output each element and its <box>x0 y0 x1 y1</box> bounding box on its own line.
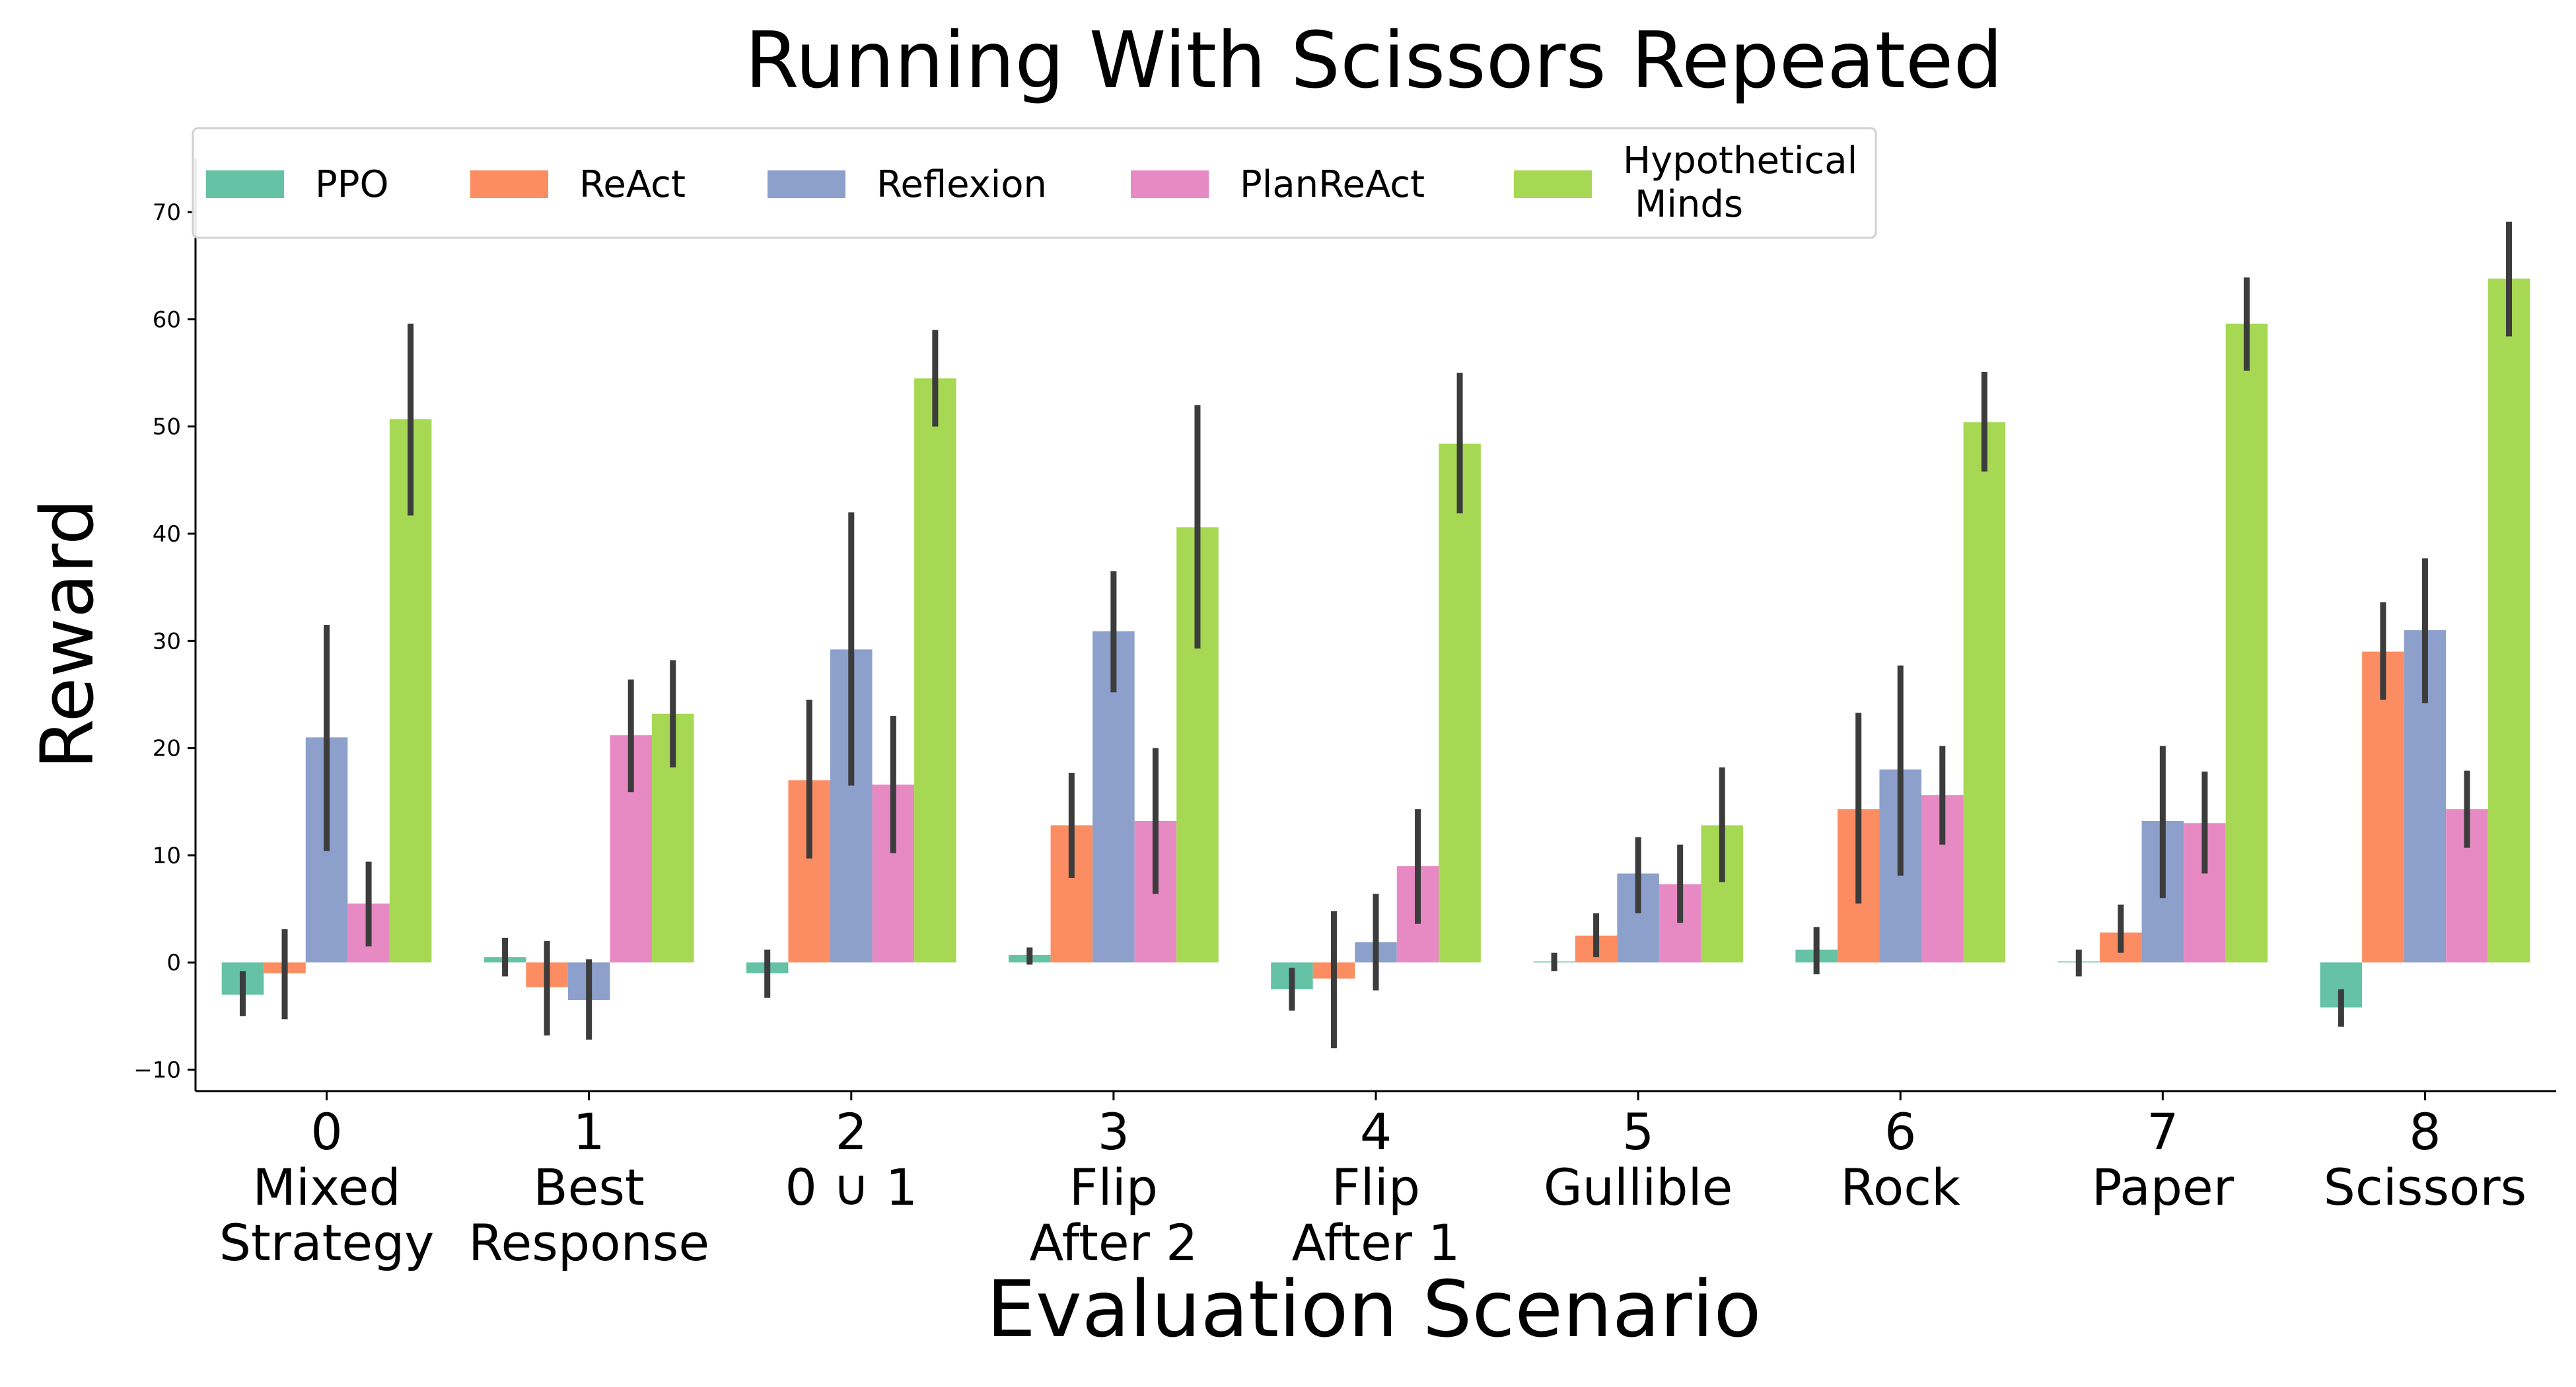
errorbars-layer <box>239 221 2513 1049</box>
x-tick-label: Gullible <box>1544 1158 1733 1217</box>
x-tick-label: 1 <box>573 1102 604 1161</box>
legend-label: ReAct <box>579 163 686 206</box>
x-axis-title: Evaluation Scenario <box>986 1263 1761 1355</box>
legend-swatch-hypothetical-minds <box>1514 170 1592 198</box>
y-tick-label: 70 <box>153 199 181 226</box>
y-tick-label: 20 <box>153 736 181 762</box>
bar-hypothetical-minds-2 <box>914 378 956 963</box>
legend: PPO ReAct Reflexion PlanReAct HypotheticalMi… <box>192 127 1877 239</box>
x-tick-label: 3 <box>1098 1102 1129 1161</box>
x-tick-label: 5 <box>1622 1102 1654 1161</box>
legend-label: Reflexion <box>877 163 1047 206</box>
y-tick-label: 10 <box>153 843 181 869</box>
x-tick-label: Paper <box>2092 1158 2235 1217</box>
x-tick-label: Best <box>534 1158 645 1217</box>
y-tick-label: 40 <box>153 521 181 548</box>
x-tick-label: 8 <box>2409 1102 2441 1161</box>
legend-swatch-react <box>470 170 548 198</box>
x-tick-label: Flip <box>1069 1158 1158 1217</box>
bar-hypothetical-minds-7 <box>2225 323 2268 963</box>
bar-hypothetical-minds-6 <box>1963 422 2006 963</box>
x-tick-label: Rock <box>1840 1158 1960 1217</box>
x-tick-label: Scissors <box>2324 1158 2527 1217</box>
legend-label: Hypothetical <box>1623 139 1857 182</box>
x-tick-label: After 2 <box>1029 1213 1198 1272</box>
x-tick-label: After 1 <box>1291 1213 1460 1272</box>
bar-react-8 <box>2362 651 2404 963</box>
y-tick-label: 30 <box>153 628 181 655</box>
y-tick-label: 50 <box>153 414 181 441</box>
chart-title: Running With Scissors Repeated <box>745 15 2003 106</box>
x-tick-label: Response <box>468 1213 709 1272</box>
x-tick-label: Flip <box>1332 1158 1420 1217</box>
x-tick-label: Strategy <box>219 1213 435 1272</box>
y-tick-label: 60 <box>153 306 181 333</box>
y-axis-title: Reward <box>25 499 110 769</box>
legend-label: Minds <box>1635 183 1743 226</box>
x-tick-label: 6 <box>1884 1102 1916 1161</box>
y-ticks: −10 0 10 20 30 40 50 60 70 <box>133 199 196 1084</box>
legend-swatch-planreact <box>1131 170 1209 198</box>
bar-hypothetical-minds-4 <box>1439 443 1481 963</box>
x-tick-label: Mixed <box>252 1158 400 1217</box>
legend-swatch-reflexion <box>768 170 845 198</box>
x-tick-label: 7 <box>2147 1102 2178 1161</box>
y-tick-label: −10 <box>133 1057 181 1084</box>
legend-frame <box>192 127 1877 239</box>
legend-label: PlanReAct <box>1240 163 1425 206</box>
y-tick-label: 0 <box>166 950 181 976</box>
legend-swatch-ppo <box>206 170 284 198</box>
legend-label: PPO <box>315 163 389 206</box>
bar-hypothetical-minds-8 <box>2487 278 2530 963</box>
bars-layer <box>221 278 2530 1008</box>
x-tick-label: 0 ∪ 1 <box>785 1158 917 1217</box>
x-tick-label: 4 <box>1360 1102 1392 1161</box>
x-tick-label: 2 <box>836 1102 867 1161</box>
x-tick-label: 0 <box>310 1102 342 1161</box>
